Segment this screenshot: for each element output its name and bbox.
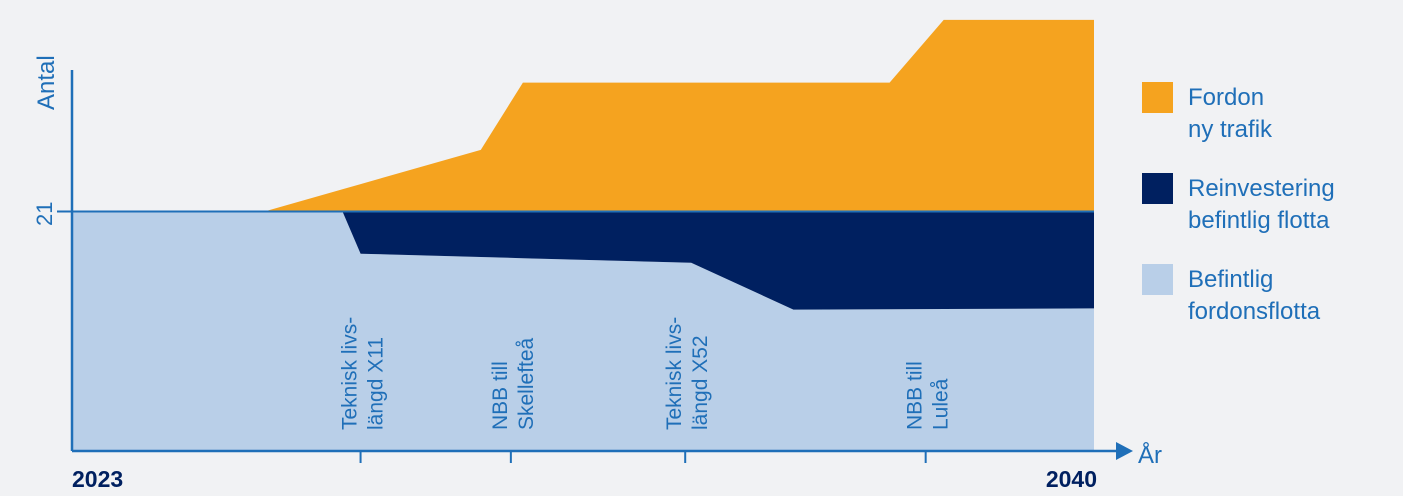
x-axis-arrow-icon [1116,442,1133,460]
legend-swatch [1142,173,1173,204]
legend-label-line: fordonsflotta [1188,298,1321,325]
legend-label-line: befintlig flotta [1188,207,1330,234]
timeline-markers: Teknisk livs-längd X11 NBB till Skellefteå… [339,317,953,463]
marker-label: Teknisk livs-längd X52 [663,317,712,430]
area-befintlig-fordonsflotta [72,211,1094,451]
marker-label-line: Skellefteå [515,337,538,430]
area-fordon-ny-trafik [72,19,1094,212]
y-axis-title: Antal [33,55,60,110]
x-axis-title: År [1138,441,1162,469]
marker-label-line: Luleå [930,378,953,430]
plot-area [72,19,1094,451]
legend: Fordon ny trafik Reinvestering befintlig fl… [1142,82,1335,325]
marker-label: Teknisk livs-längd X11 [339,317,388,430]
legend-swatch [1142,82,1173,113]
legend-label-line: Reinvestering [1188,175,1335,202]
legend-label-line: Fordon [1188,84,1264,111]
marker-label-line: NBB till [489,361,512,430]
x-end-label: 2040 [1046,466,1097,492]
x-start-label: 2023 [72,466,123,492]
legend-swatch [1142,264,1173,295]
legend-label: Reinvestering befintlig flotta [1188,175,1335,234]
marker-label-line: längd X11 [365,337,388,430]
marker-label-line: längd X52 [689,335,712,430]
y-tick-label: 21 [32,202,57,226]
legend-label-line: Befintlig [1188,266,1273,293]
area-reinvestering [72,211,1094,310]
legend-label-line: ny trafik [1188,116,1273,143]
legend-label: Fordon ny trafik [1188,84,1273,143]
marker-label: NBB till Luleå [904,361,953,430]
legend-label: Befintlig fordonsflotta [1188,266,1321,325]
marker-label-line: Teknisk livs- [663,317,686,430]
marker-label-line: Teknisk livs- [339,317,362,430]
marker-label-line: NBB till [904,361,927,430]
marker-label: NBB till Skellefteå [489,337,538,430]
axes [57,70,1133,460]
